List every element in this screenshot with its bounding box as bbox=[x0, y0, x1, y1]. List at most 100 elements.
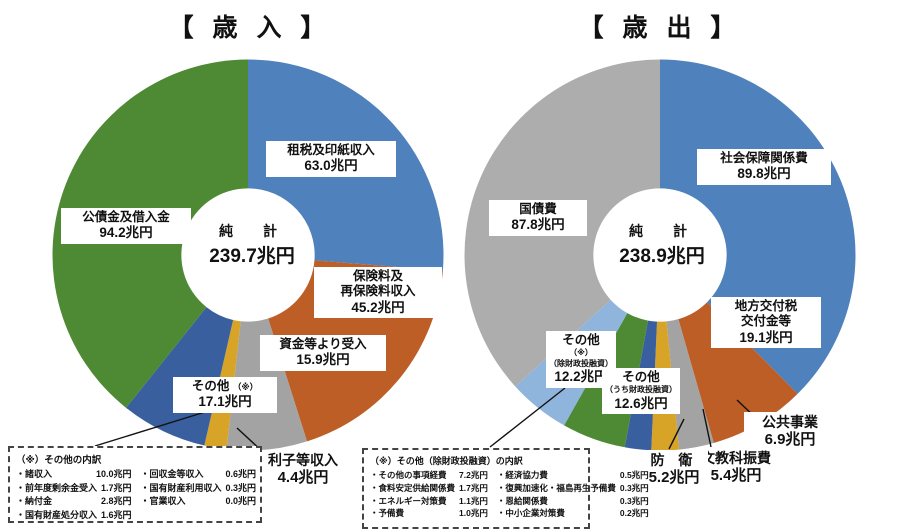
expenditure-chart-title: 【 歳 出 】 bbox=[578, 14, 742, 42]
label-text: 公共事業 bbox=[762, 414, 818, 430]
revenue-total-value: 239.7兆円 bbox=[209, 246, 295, 267]
footnote-row: ・恩給関係費 0.3兆円 bbox=[497, 495, 649, 508]
expenditure-total: 純 計 238.9兆円 bbox=[592, 221, 732, 268]
label-public-works: 公共事業 6.9兆円 bbox=[744, 412, 836, 452]
footnote-item-name: ・国有財産処分収入 bbox=[16, 509, 98, 520]
footnote-item-value: 0.2兆円 bbox=[619, 508, 649, 519]
footnote-row: ・予備費 1.0兆円 bbox=[370, 507, 488, 520]
label-value: 12.6兆円 bbox=[614, 395, 668, 411]
footnote-column: ・諸収入 10.0兆円 ・前年度剰余金受入 1.7兆円 ・納付金 2.8兆円 ・国有財産処分… bbox=[16, 468, 132, 522]
label-text: 利子等収入 bbox=[268, 452, 338, 468]
label-text: 資金等より受入 bbox=[279, 337, 367, 351]
label-note: （※） bbox=[232, 382, 259, 392]
label-value: 45.2兆円 bbox=[351, 299, 405, 315]
footnote-item-value: 1.7兆円 bbox=[459, 482, 488, 493]
footnote-item-value: 1.7兆円 bbox=[101, 482, 132, 493]
footnote-item-name: ・官業収入 bbox=[140, 496, 186, 506]
footnote-item-value: 2.8兆円 bbox=[101, 496, 132, 506]
footnote-item-name: ・食料安定供給関係費 bbox=[370, 482, 456, 493]
footnote-item-name: ・前年度剰余金受入 bbox=[16, 482, 98, 493]
label-text: 国債費 bbox=[519, 202, 557, 216]
label-defense: 防 衛 5.2兆円 bbox=[640, 450, 708, 490]
footnote-column: ・その他の事項経費 7.2兆円 ・食料安定供給関係費 1.7兆円 ・エネルギー対策費 1.… bbox=[370, 469, 488, 520]
label-value: 17.1兆円 bbox=[198, 394, 252, 410]
footnote-row: ・国有財産利用収入 0.3兆円 bbox=[141, 482, 257, 496]
footnote-item-value: 1.6兆円 bbox=[101, 509, 132, 520]
label-social-security: 社会保障関係費 89.8兆円 bbox=[697, 149, 831, 185]
footnote-column: ・経済協力費 0.5兆円 ・復興加速化・福島再生予備費 0.3兆円 ・恩給関係費 0.3兆… bbox=[497, 469, 649, 520]
footnote-item-name: ・予備費 bbox=[370, 508, 405, 519]
revenue-chart-title: 【 歳 入 】 bbox=[168, 14, 332, 42]
label-insurance-revenue: 保険料及 再保険料収入 45.2兆円 bbox=[314, 267, 442, 318]
label-value: 63.0兆円 bbox=[304, 158, 358, 174]
footnote-row: ・官業収入 0.0兆円 bbox=[141, 495, 257, 509]
footnote-title: （※）その他の内訳 bbox=[16, 455, 102, 466]
footnote-row: ・納付金 2.8兆円 bbox=[16, 495, 132, 509]
footnote-row: ・復興加速化・福島再生予備費 0.3兆円 bbox=[497, 482, 649, 495]
label-value: 6.9兆円 bbox=[764, 431, 816, 449]
expenditure-slice-2: 公共事業 6.9兆円 bbox=[666, 319, 714, 450]
footnote-item-value: 0.5兆円 bbox=[619, 470, 649, 480]
label-note: （除財政投融資） bbox=[549, 358, 613, 368]
footnote-row: ・エネルギー対策費 1.1兆円 bbox=[370, 495, 488, 508]
footnote-row: ・経済協力費 0.5兆円 bbox=[497, 469, 649, 482]
footnote-row: ・その他の事項経費 7.2兆円 bbox=[370, 469, 488, 482]
footnote-item-name: ・諸収入 bbox=[16, 469, 53, 479]
footnote-item-name: ・その他の事項経費 bbox=[370, 470, 447, 480]
label-other-revenue: その他 （※） 17.1兆円 bbox=[173, 377, 277, 413]
footnote-item-name: ・中小企業対策費 bbox=[496, 508, 565, 519]
footnote-title: （※）その他（除財政投融資）の内訳 bbox=[370, 456, 523, 466]
footnote-column: ・回収金等収入 0.6兆円 ・国有財産利用収入 0.3兆円 ・官業収入 0.0兆円 bbox=[141, 468, 257, 522]
label-text: 社会保障関係費 bbox=[720, 151, 808, 165]
label-text: その他 bbox=[622, 370, 660, 384]
footnote-item-name: ・恩給関係費 bbox=[496, 495, 548, 506]
footnote-item-name: ・国有財産利用収入 bbox=[140, 482, 222, 493]
label-value: 15.9兆円 bbox=[296, 352, 350, 368]
label-local-allocation-tax: 地方交付税 交付金等 19.1兆円 bbox=[711, 297, 821, 348]
label-value: 87.8兆円 bbox=[511, 217, 565, 233]
footnote-row: ・諸収入 10.0兆円 bbox=[16, 468, 132, 482]
footnote-row: ・前年度剰余金受入 1.7兆円 bbox=[16, 482, 132, 496]
footnote-item-value: 1.1兆円 bbox=[459, 495, 488, 506]
label-interest-income: 利子等収入 4.4兆円 bbox=[258, 450, 348, 490]
footnote-row: ・食料安定供給関係費 1.7兆円 bbox=[370, 482, 488, 495]
label-value: 12.2兆円 bbox=[554, 369, 608, 385]
footnote-item-value: 0.3兆円 bbox=[619, 482, 649, 493]
label-text: 文教科振費 bbox=[701, 450, 771, 466]
footnote-item-value: 0.3兆円 bbox=[619, 495, 649, 506]
footnote-item-value: 10.0兆円 bbox=[96, 469, 132, 479]
label-note: （うち財政投融資） bbox=[605, 385, 677, 395]
label-other-including-filp: その他 （うち財政投融資） 12.6兆円 bbox=[602, 368, 680, 415]
label-value: 4.4兆円 bbox=[277, 469, 329, 487]
label-text: 保険料及 再保険料収入 bbox=[340, 269, 416, 299]
label-text: 地方交付税 交付金等 bbox=[734, 299, 798, 329]
footnote-item-name: ・経済協力費 bbox=[496, 470, 548, 480]
footnote-item-name: ・エネルギー対策費 bbox=[370, 495, 447, 506]
footnote-item-name: ・納付金 bbox=[16, 496, 53, 506]
footnote-item-name: ・回収金等収入 bbox=[140, 469, 204, 479]
label-text: その他 bbox=[562, 333, 600, 347]
label-value: 89.8兆円 bbox=[737, 166, 791, 182]
label-tax-stamp-revenue: 租税及印紙収入 63.0兆円 bbox=[266, 141, 396, 177]
label-text: 公債金及借入金 bbox=[82, 210, 170, 224]
label-government-bonds: 公債金及借入金 94.2兆円 bbox=[61, 208, 191, 244]
revenue-total: 純 計 239.7兆円 bbox=[182, 221, 322, 268]
label-note: （※） bbox=[569, 348, 593, 358]
label-funds-received: 資金等より受入 15.9兆円 bbox=[260, 335, 386, 371]
label-value: 5.2兆円 bbox=[648, 469, 700, 487]
label-text: その他 bbox=[191, 379, 230, 393]
label-value: 5.4兆円 bbox=[710, 467, 762, 485]
revenue-footnote-box: （※）その他の内訳 ・諸収入 10.0兆円 ・前年度剰余金受入 1.7兆円 ・納付金 2.… bbox=[8, 446, 262, 523]
footnote-item-name: ・復興加速化・福島再生予備費 bbox=[496, 482, 616, 493]
label-text: 租税及印紙収入 bbox=[287, 143, 375, 157]
expenditure-footnote-box: （※）その他（除財政投融資）の内訳 ・その他の事項経費 7.2兆円 ・食料安定供給関… bbox=[362, 448, 649, 529]
expenditure-total-label: 純 計 bbox=[629, 223, 695, 239]
footnote-item-value: 0.0兆円 bbox=[225, 496, 257, 506]
footnote-item-value: 7.2兆円 bbox=[459, 470, 488, 480]
expenditure-total-value: 238.9兆円 bbox=[619, 246, 705, 267]
footnote-row: ・回収金等収入 0.6兆円 bbox=[141, 468, 257, 482]
footnote-item-value: 0.3兆円 bbox=[225, 482, 257, 493]
footnote-item-value: 1.0兆円 bbox=[459, 508, 488, 519]
footnote-item-value: 0.6兆円 bbox=[225, 469, 257, 479]
